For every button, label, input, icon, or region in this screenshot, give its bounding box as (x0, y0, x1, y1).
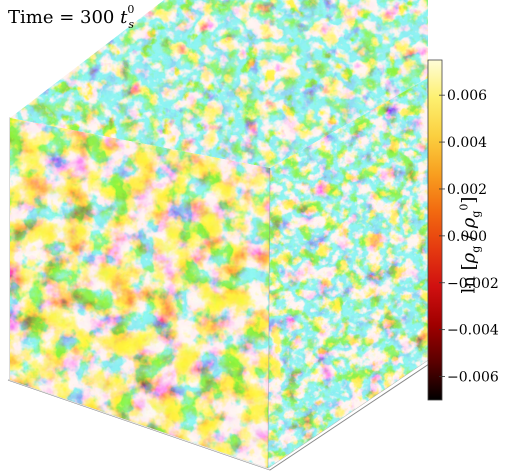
colorbar-tick-label: −0.002 (447, 276, 499, 292)
colorbar-label-sub2: g (469, 210, 483, 218)
colorbar-tick-label: −0.004 (447, 323, 499, 339)
title-symbol: t (120, 7, 128, 28)
colorbar: −0.006 −0.004 −0.002 0.000 0.002 0.004 0.006 (427, 59, 499, 401)
title-prefix: Time = 300 (8, 7, 121, 28)
colorbar-label-mid: / (458, 228, 480, 246)
figure-title: Time = 300 t0s (8, 3, 140, 31)
title-superscript: 0 (127, 3, 135, 16)
density-cube (10, 0, 428, 469)
colorbar-label-symbol: ρ (458, 252, 480, 264)
colorbar-label-symbol2: ρ (458, 217, 480, 229)
colorbar-tick-label: −0.006 (447, 370, 499, 386)
colorbar-label-sub: g (469, 245, 483, 253)
colorbar-gradient (427, 59, 443, 401)
axes-floor-pane (8, 380, 270, 470)
colorbar-label-sup2: 0 (457, 203, 471, 211)
title-subscript: s (128, 17, 134, 31)
cube-front-edge (267, 167, 271, 469)
colorbar-label-prefix: ln [ (458, 263, 480, 294)
colorbar-ticks: −0.006 −0.004 −0.002 0.000 0.002 0.004 0.006 (439, 88, 499, 386)
cube-front-face (10, 118, 270, 468)
colorbar-tick-label: 0.004 (447, 135, 487, 151)
colorbar-tick-label: 0.006 (447, 88, 487, 104)
colorbar-tick-label: 0.000 (447, 229, 487, 245)
colorbar-tick-label: 0.002 (447, 182, 487, 198)
colorbar-label-suffix: ] (458, 196, 480, 204)
colorbar-label: ln [ρg / ρg0] (458, 197, 483, 294)
